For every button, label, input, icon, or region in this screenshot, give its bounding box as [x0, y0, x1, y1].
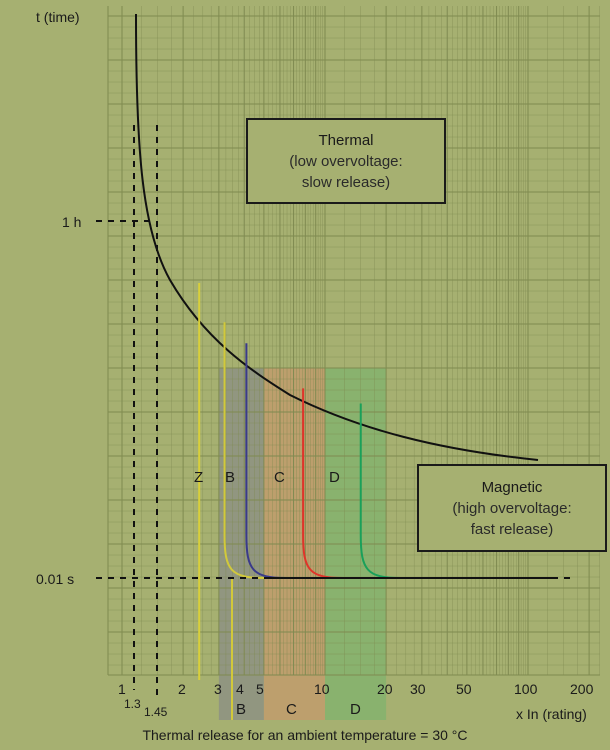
- curve-label-b: B: [225, 469, 235, 486]
- x-tick-1-3: 1.3: [124, 697, 141, 711]
- thermal-line1: (low overvoltage:: [289, 152, 403, 170]
- magnetic-line2: fast release): [470, 520, 554, 538]
- thermal-title: Thermal: [318, 131, 374, 149]
- x-tick-30: 30: [410, 681, 426, 697]
- curve-label-z: Z: [194, 469, 203, 486]
- y-axis-label: t (time): [36, 9, 80, 25]
- thermal-box: Thermal (low overvoltage: slow release): [246, 118, 446, 204]
- x-tick-20: 20: [377, 681, 393, 697]
- curve-label-c: C: [274, 469, 285, 486]
- x-tick-5: 5: [256, 681, 264, 697]
- x-tick-4: 4: [236, 681, 244, 697]
- band-label-c: C: [286, 701, 297, 718]
- x-tick-3: 3: [214, 681, 222, 697]
- band-label-b: B: [236, 701, 246, 718]
- magnetic-box: Magnetic (high overvoltage: fast release…: [417, 464, 607, 552]
- thermal-line2: slow release): [301, 173, 391, 191]
- x-tick-1-45: 1.45: [144, 705, 168, 719]
- x-tick-1: 1: [118, 681, 126, 697]
- y-tick-1h: 1 h: [62, 214, 81, 230]
- x-tick-100: 100: [514, 681, 538, 697]
- magnetic-line1: (high overvoltage:: [452, 499, 572, 517]
- x-axis-label: x In (rating): [516, 706, 587, 722]
- x-tick-200: 200: [570, 681, 594, 697]
- curves-layer: [96, 13, 572, 720]
- curve-label-d: D: [329, 469, 340, 486]
- x-tick-50: 50: [456, 681, 472, 697]
- band-label-d: D: [350, 701, 361, 718]
- thermal-curve: [135, 13, 539, 461]
- y-tick-001s: 0.01 s: [36, 571, 74, 587]
- magnetic-title: Magnetic: [481, 478, 543, 496]
- chart-caption: Thermal release for an ambient temperatu…: [142, 727, 468, 743]
- x-tick-10: 10: [314, 681, 330, 697]
- x-tick-2: 2: [178, 681, 186, 697]
